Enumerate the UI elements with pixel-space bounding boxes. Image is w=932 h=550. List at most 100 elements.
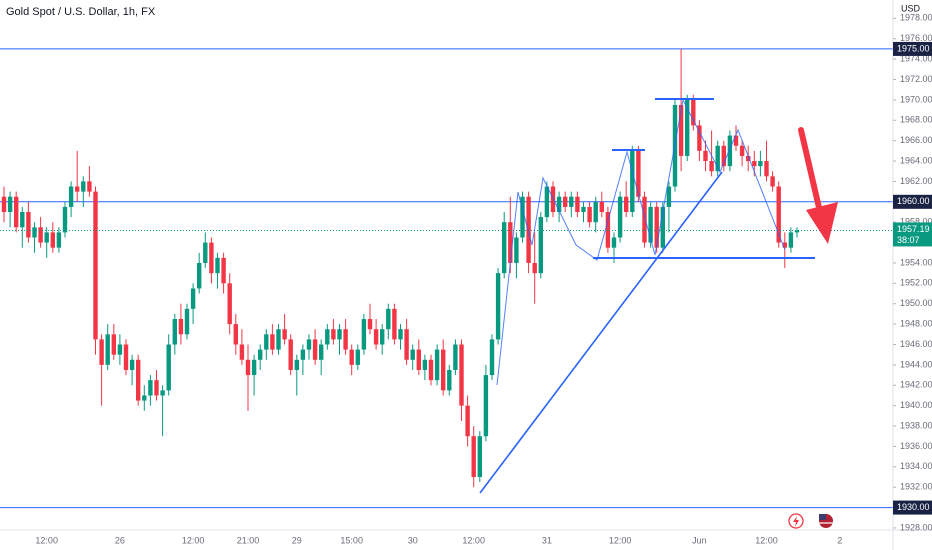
candle-body — [581, 206, 586, 212]
candle-body — [148, 380, 153, 396]
price-tag-label: 1975.00 — [897, 43, 930, 53]
candle-body — [331, 329, 336, 340]
candle-body — [776, 186, 781, 243]
candle-body — [129, 359, 135, 370]
candle-body — [197, 262, 202, 289]
candle-body — [300, 349, 306, 360]
y-tick-label: 1944.00 — [900, 359, 932, 369]
candle-body — [630, 150, 635, 212]
y-tick-label: 1966.00 — [900, 135, 932, 145]
candle-body — [404, 329, 409, 360]
candle-body — [538, 217, 543, 274]
candle-body — [739, 145, 745, 156]
candle-body — [312, 339, 318, 360]
candle-body — [75, 186, 80, 192]
candle-body — [7, 196, 13, 212]
candle-body — [721, 145, 726, 167]
candle-body — [1, 196, 7, 212]
candle-body — [758, 161, 763, 167]
candle-body — [142, 395, 147, 401]
y-tick-label: 1954.00 — [900, 257, 932, 267]
x-tick-label: 12:00 — [755, 535, 778, 545]
candle-body — [532, 262, 537, 274]
candle-body — [733, 135, 739, 146]
candle-body — [367, 319, 373, 330]
candle-body — [294, 359, 299, 370]
candle-body — [648, 206, 653, 243]
candle-body — [81, 181, 86, 192]
price-tag — [893, 500, 932, 515]
y-tick-label: 1962.00 — [900, 176, 932, 186]
price-tag — [893, 194, 932, 209]
candle-body — [258, 349, 263, 360]
candle-body — [764, 161, 769, 177]
candle-body — [245, 359, 251, 376]
candle-body — [221, 257, 226, 284]
candle-body — [514, 237, 519, 263]
candle-body — [410, 349, 415, 360]
candle-body — [593, 201, 598, 223]
candle-body — [44, 232, 49, 243]
candle-body — [227, 283, 232, 325]
x-tick-label: 30 — [408, 535, 418, 545]
y-tick-label: 1970.00 — [900, 94, 932, 104]
candle-body — [50, 232, 55, 248]
candle-body — [465, 405, 470, 437]
candle-body — [282, 329, 287, 340]
candle-body — [398, 329, 403, 340]
candle-body — [587, 206, 592, 223]
last-price-tag — [893, 222, 932, 247]
candle-body — [782, 242, 787, 248]
candle-body — [685, 99, 690, 156]
y-tick-label: 1974.00 — [900, 53, 932, 63]
candle-body — [276, 329, 281, 350]
candle-body — [251, 359, 257, 376]
candle-body — [337, 329, 342, 340]
candle-body — [56, 232, 62, 248]
candle-body — [160, 390, 165, 396]
y-tick-label: 1928.00 — [900, 522, 932, 532]
candle-body — [697, 125, 702, 151]
last-price-label: 1957.19 — [897, 224, 930, 234]
y-tick-label: 1938.00 — [900, 420, 932, 430]
candle-body — [477, 436, 482, 477]
x-tick-label: 26 — [115, 535, 125, 545]
x-tick-label: 31 — [542, 535, 552, 545]
candle-body — [99, 339, 104, 365]
candle-body — [422, 359, 428, 370]
x-tick-label: Jun — [692, 535, 707, 545]
candle-body — [434, 349, 440, 381]
candle-body — [190, 288, 196, 309]
candle-body — [709, 161, 714, 172]
candle-body — [617, 196, 623, 238]
candle-body — [605, 212, 611, 248]
y-tick-label: 1968.00 — [900, 115, 932, 125]
candle-body — [691, 99, 696, 126]
x-tick-label: 2 — [837, 535, 842, 545]
candle-body — [386, 308, 391, 330]
candle-body — [233, 324, 238, 345]
candle-body — [459, 344, 464, 406]
candle-body — [87, 181, 92, 192]
axis-layer: 1928.00 1930.00 1932.00 1934.00 1936.00 1938.… — [35, 13, 932, 545]
candle-body — [32, 227, 37, 238]
candle-body — [599, 201, 604, 212]
x-tick-label: 12:00 — [182, 535, 205, 545]
candle-body — [441, 349, 446, 391]
candle-body — [666, 186, 672, 207]
candle-body — [471, 436, 476, 477]
y-tick-label: 1940.00 — [900, 400, 932, 410]
candle-body — [343, 329, 348, 350]
candle-body — [325, 329, 330, 345]
candle-body — [453, 344, 458, 370]
candle-body — [611, 237, 617, 248]
y-tick-label: 1948.00 — [900, 318, 932, 328]
lightning-glyph — [793, 516, 799, 527]
flag-canton — [819, 514, 826, 520]
candle-body — [361, 319, 367, 350]
price-tag — [893, 41, 932, 56]
candle-body — [544, 186, 550, 218]
candle-body — [38, 227, 43, 243]
